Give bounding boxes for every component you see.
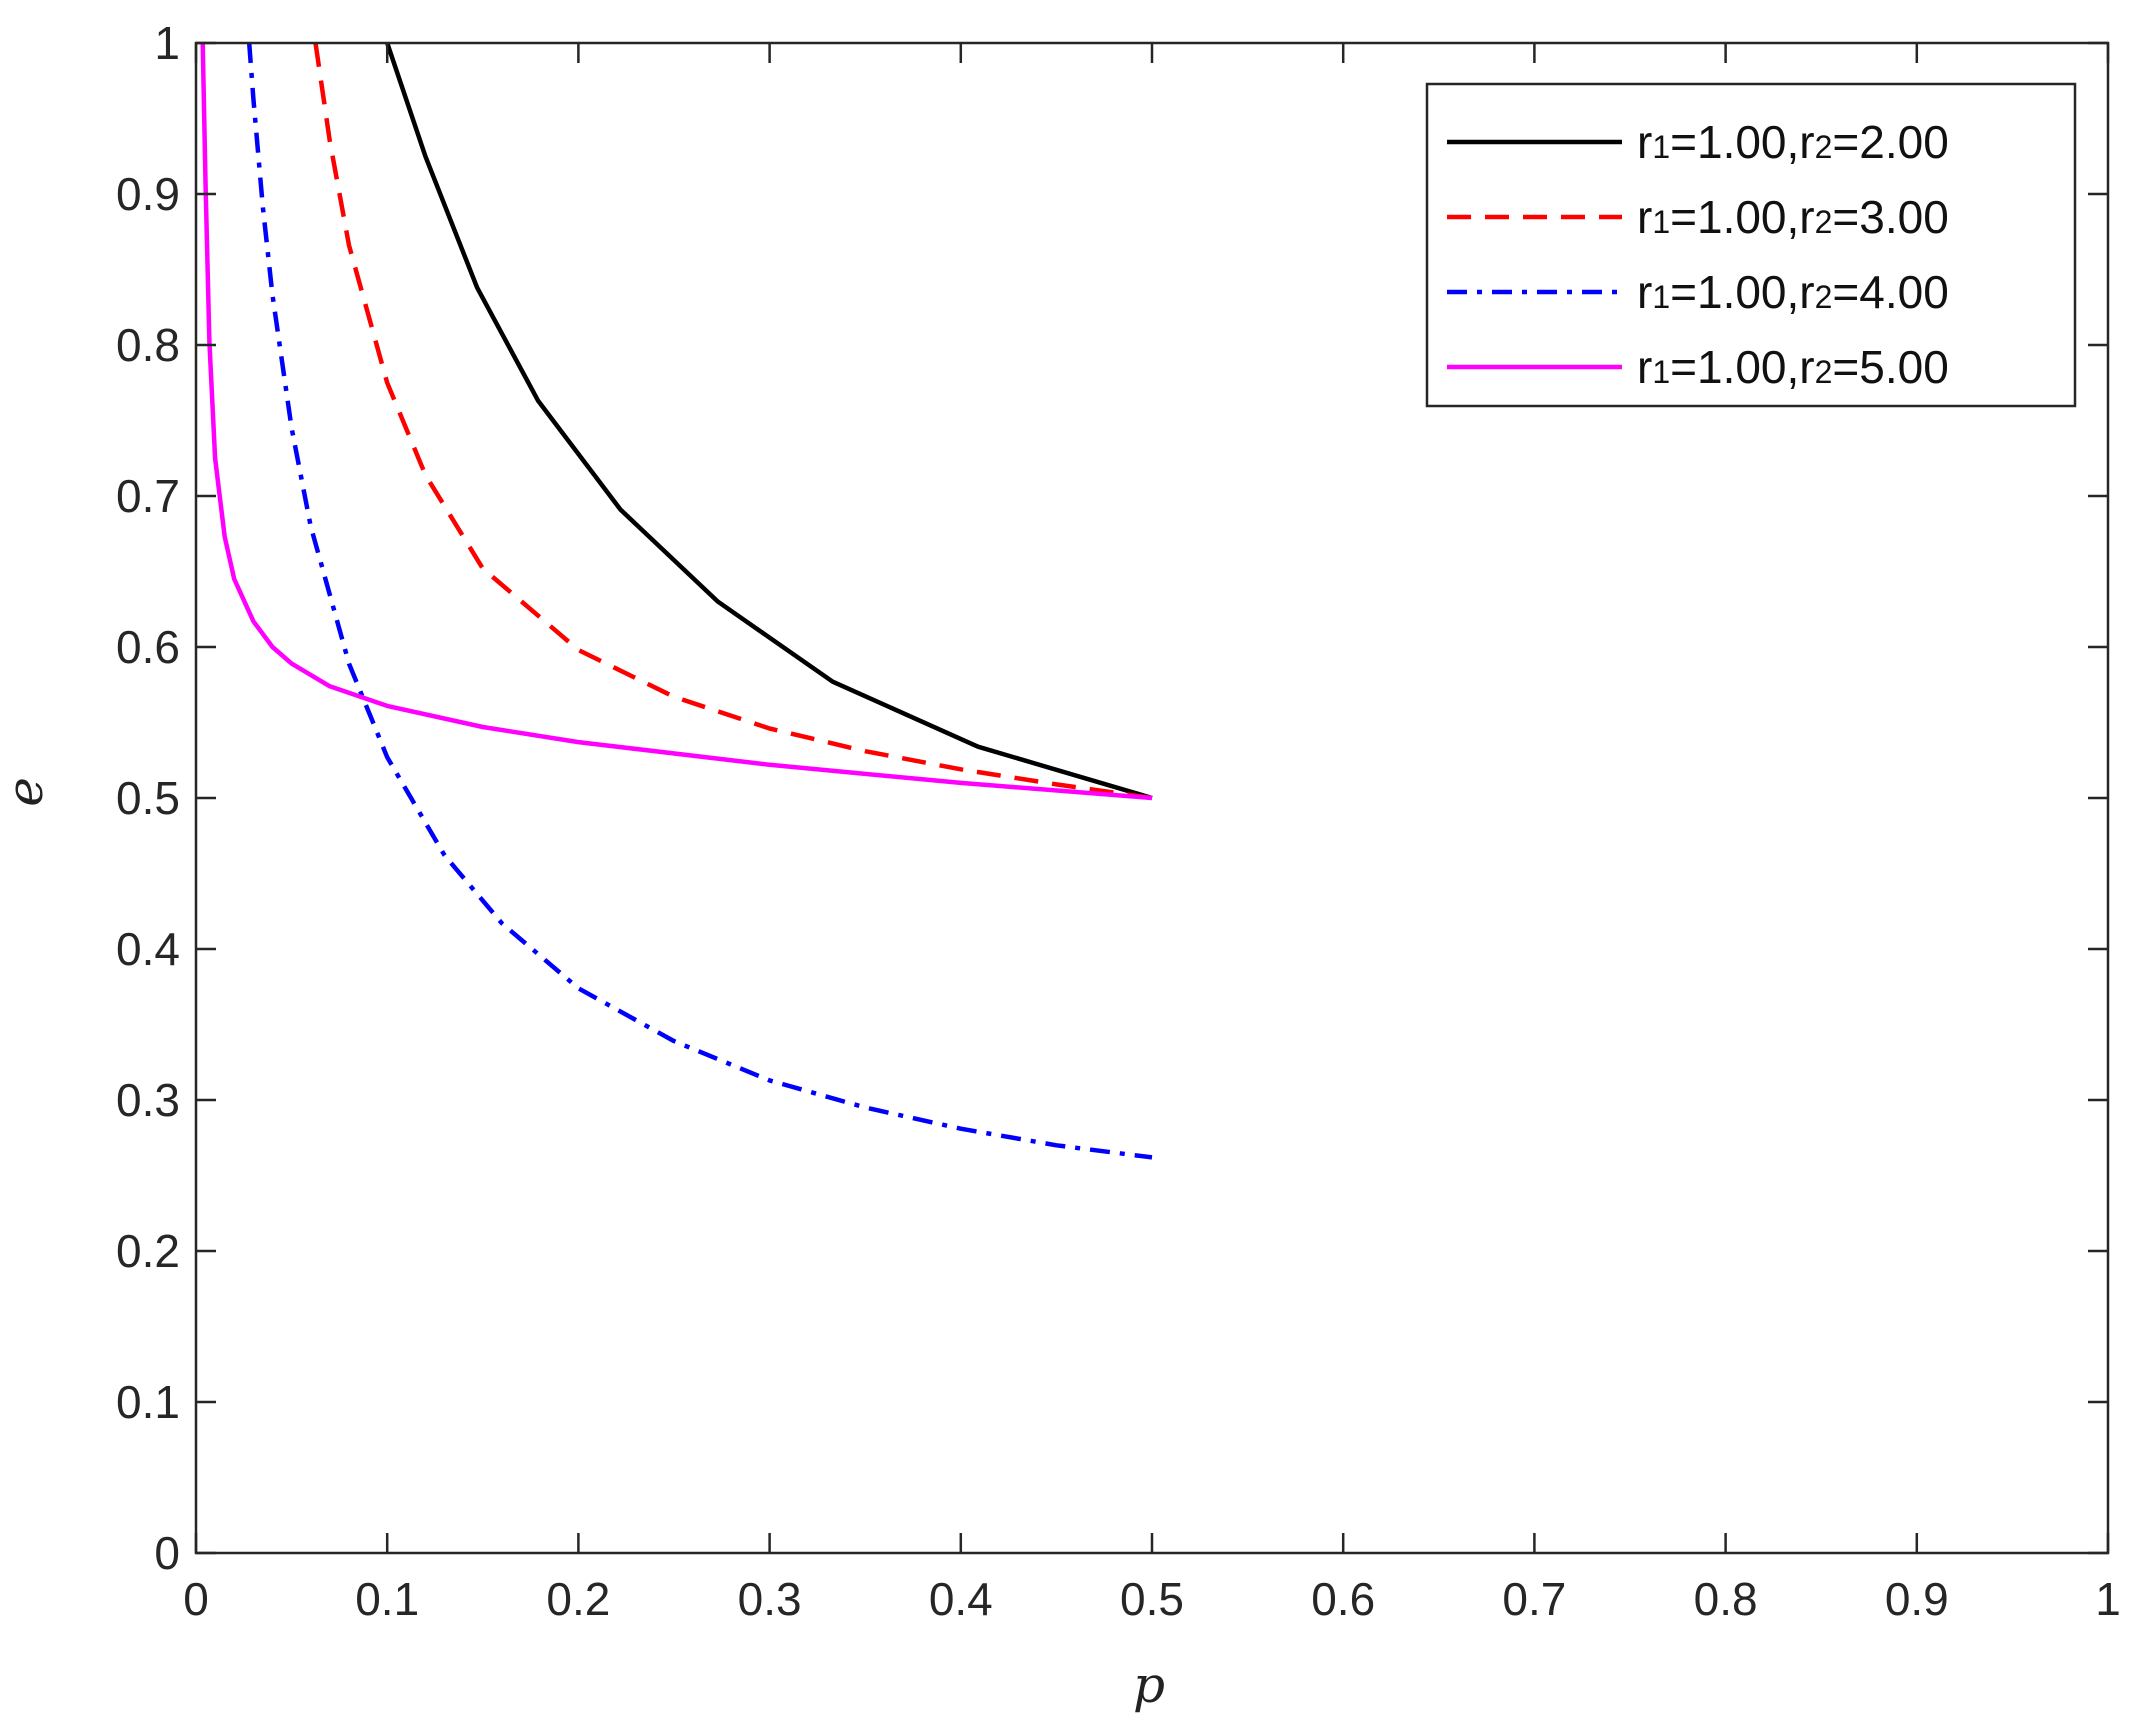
x-tick-label: 0.1 (355, 1573, 419, 1625)
series-line-4 (200, 42, 1153, 801)
x-tick-label: 1 (2095, 1573, 2121, 1625)
legend-subscript: 2 (1815, 204, 1833, 240)
legend-text: r (1637, 266, 1652, 318)
y-tick-label: 0 (154, 1527, 180, 1579)
y-tick-label: 0.4 (116, 923, 180, 975)
series-layer (200, 42, 1153, 1160)
series-line-2 (313, 42, 1153, 801)
y-tick-label: 0.6 (116, 621, 180, 673)
legend-text: =1.00,r (1670, 191, 1815, 243)
x-tick-label: 0.9 (1885, 1573, 1949, 1625)
legend-text: r (1637, 341, 1652, 393)
legend-subscript: 1 (1652, 204, 1670, 240)
legend-text: r (1637, 191, 1652, 243)
legend-box (1425, 82, 2077, 408)
legend-entry-4: r1=1.00,r2=5.00 (1637, 341, 1949, 393)
y-tick-label: 1 (154, 17, 180, 69)
y-tick-label: 0.9 (116, 168, 180, 220)
x-tick-label: 0 (183, 1573, 209, 1625)
legend-subscript: 2 (1815, 354, 1833, 390)
legend-entry-1: r1=1.00,r2=2.00 (1637, 116, 1949, 168)
legend-text: =3.00 (1832, 191, 1948, 243)
legend-subscript: 1 (1652, 129, 1670, 165)
legend-text: =1.00,r (1670, 341, 1815, 393)
y-tick-label: 0.1 (116, 1376, 180, 1428)
legend-text: =1.00,r (1670, 116, 1815, 168)
axes-layer: 0 0.1 0.2 0.3 0.4 0.5 0.6 0.7 0.8 0.9 1 0 0.1 0.2 0.3 0… (116, 17, 2121, 1625)
legend: r1=1.00,r2=2.00r1=1.00,r2=3.00r1=1.00,r2… (1425, 82, 2077, 408)
x-tick-label: 0.4 (929, 1573, 993, 1625)
x-tick-label: 0.8 (1694, 1573, 1758, 1625)
legend-text: =1.00,r (1670, 266, 1815, 318)
x-tick-label: 0.5 (1120, 1573, 1184, 1625)
x-tick-label: 0.7 (1502, 1573, 1566, 1625)
series-line-3 (246, 42, 1153, 1160)
legend-subscript: 1 (1652, 354, 1670, 390)
y-tick-label: 0.3 (116, 1074, 180, 1126)
y-tick-label: 0.2 (116, 1225, 180, 1277)
series-line-1 (385, 42, 1153, 801)
y-tick-label: 0.7 (116, 470, 180, 522)
legend-entry-3: r1=1.00,r2=4.00 (1637, 266, 1949, 318)
legend-text: =2.00 (1832, 116, 1948, 168)
legend-subscript: 2 (1815, 279, 1833, 315)
legend-subscript: 1 (1652, 279, 1670, 315)
legend-entry-2: r1=1.00,r2=3.00 (1637, 191, 1949, 243)
legend-subscript: 2 (1815, 129, 1833, 165)
y-tick-label: 0.8 (116, 319, 180, 371)
x-tick-label: 0.6 (1311, 1573, 1375, 1625)
legend-text: =4.00 (1832, 266, 1948, 318)
y-axis-label: e (0, 777, 54, 807)
legend-text: r (1637, 116, 1652, 168)
x-axis-label: p (1133, 1656, 1165, 1714)
x-tick-label: 0.3 (738, 1573, 802, 1625)
legend-text: =5.00 (1832, 341, 1948, 393)
x-tick-label: 0.2 (546, 1573, 610, 1625)
y-tick-label: 0.5 (116, 772, 180, 824)
